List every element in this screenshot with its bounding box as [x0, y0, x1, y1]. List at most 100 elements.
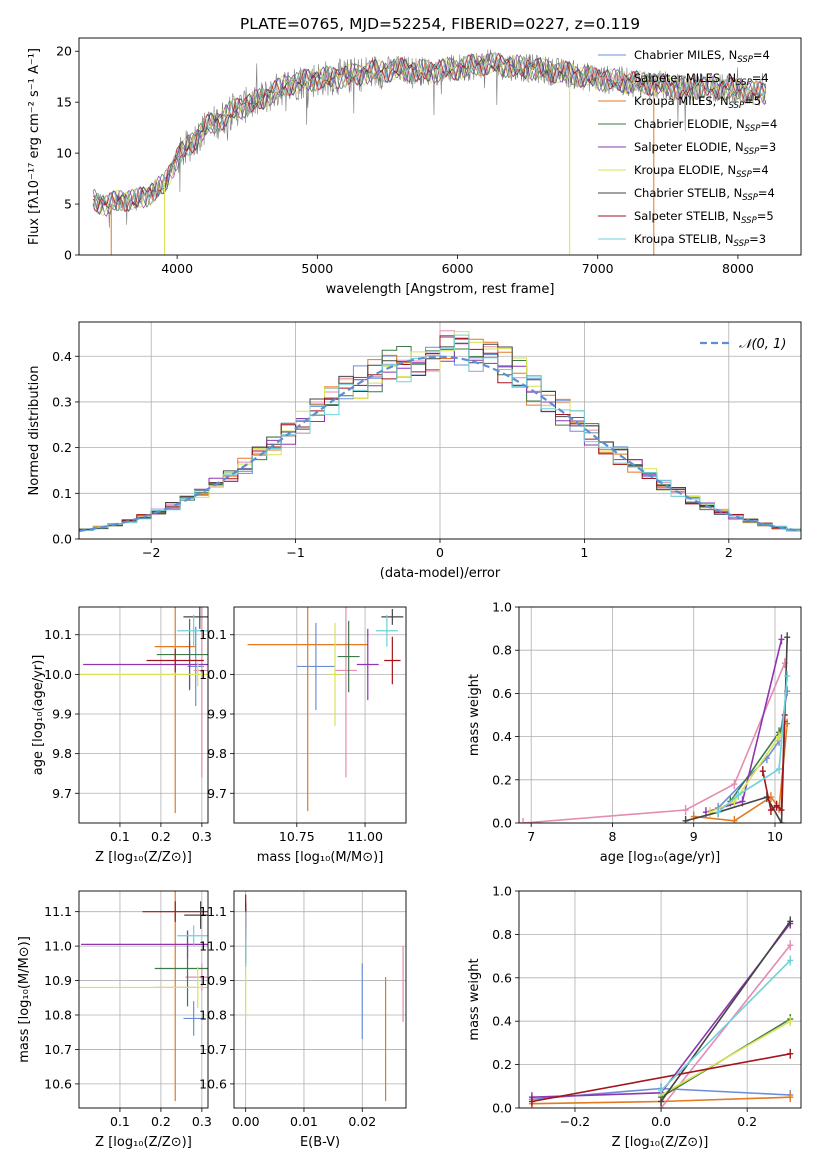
legend-label: Chabrier MILES, N	[634, 48, 737, 62]
x-tick-label: 0.2	[737, 1114, 757, 1129]
plot-area	[247, 607, 404, 812]
legend-value: =3	[759, 140, 776, 154]
y-axis-label: age [log₁₀(age/yr)]	[31, 655, 46, 776]
legend-label: Chabrier ELODIE, N	[634, 117, 745, 131]
legend-subscript: SSP	[741, 216, 757, 226]
legend-label: Chabrier STELIB, N	[634, 186, 742, 200]
y-tick-label: 0.6	[492, 970, 512, 985]
series-line	[705, 639, 783, 813]
series-line	[717, 676, 788, 813]
gaussian-curve	[79, 355, 801, 533]
y-axis-label: mass [log₁₀(M/M⊙)]	[17, 936, 32, 1063]
plot-area	[520, 632, 791, 823]
x-axis-label: Z [log₁₀(Z/Z⊙)]	[95, 1135, 192, 1150]
y-tick-label: 11.0	[44, 939, 72, 954]
y-tick-label: 0.1	[52, 486, 72, 501]
legend-subscript: SSP	[736, 170, 752, 180]
legend-value: =4	[752, 163, 769, 177]
series-line	[523, 662, 786, 823]
y-tick-label: 9.8	[52, 746, 72, 761]
panel-mass-vs-z: 0.1 0.2 0.3 10.6 10.7 10.8 10.9 11.0 11.1 Z [log₁…	[17, 890, 212, 1150]
legend-label: Kroupa MILES, N	[634, 94, 729, 108]
y-tick-label: 10.6	[44, 1076, 72, 1091]
y-tick-label: 0.2	[492, 1057, 512, 1072]
legend-entry: Salpeter ELODIE, NSSP=3	[634, 140, 776, 157]
legend-subscript: SSP	[745, 124, 761, 134]
series-line	[660, 920, 791, 1102]
x-axis-label: E(B-V)	[300, 1135, 340, 1150]
legend-entry: 𝒩(0, 1)	[739, 337, 786, 352]
y-tick-label: 10.7	[44, 1042, 72, 1057]
spectrum-model-line	[92, 53, 767, 217]
y-tick-label: 9.7	[52, 786, 72, 801]
x-tick-label: 0.2	[151, 829, 171, 844]
axes-frame	[78, 890, 209, 1109]
spectrum-model-line	[92, 53, 767, 213]
legend-value: =4	[758, 186, 775, 200]
y-tick-label: 0.4	[492, 1014, 512, 1029]
panel-age-vs-z: 0.1 0.2 0.3 9.7 9.8 9.9 10.0 10.1 Z [log₁₀(Z/Z⊙)…	[31, 606, 212, 865]
plot-area	[245, 894, 404, 1102]
axes-frame	[518, 606, 802, 824]
legend-value: =5	[744, 94, 761, 108]
legend-value: =4	[760, 117, 777, 131]
x-tick-label: 8	[608, 829, 616, 844]
y-tick-label: 10.0	[199, 667, 227, 682]
y-tick-label: 10.7	[199, 1042, 227, 1057]
legend-entry: Chabrier MILES, NSSP=4	[634, 48, 770, 65]
y-tick-label: 0.2	[52, 440, 72, 455]
plot-area	[79, 330, 801, 539]
legend-label: Salpeter ELODIE, N	[634, 140, 744, 154]
y-tick-label: 11.0	[199, 939, 227, 954]
figure-title: PLATE=0765, MJD=52254, FIBERID=0227, z=0…	[240, 15, 640, 33]
axes-frame	[78, 37, 802, 256]
y-tick-label: 10.8	[44, 1008, 72, 1023]
x-tick-label: 10.75	[279, 829, 315, 844]
legend-value: =3	[749, 232, 766, 246]
plot-area	[79, 607, 208, 814]
legend-subscript: SSP	[729, 101, 745, 111]
plot-area	[79, 891, 208, 1102]
axes-frame	[518, 890, 802, 1109]
y-tick-label: 0.2	[492, 772, 512, 787]
y-tick-label: 9.9	[207, 707, 227, 722]
y-tick-label: 0.8	[492, 927, 512, 942]
legend-label: Kroupa ELODIE, N	[634, 163, 736, 177]
y-axis-label: mass weight	[467, 958, 482, 1040]
legend-subscript: SSP	[742, 193, 758, 203]
y-tick-label: 15	[56, 95, 72, 110]
legend-value: =4	[752, 71, 769, 85]
y-tick-label: 0.6	[492, 686, 512, 701]
x-tick-label: 0	[436, 545, 444, 560]
x-tick-label: 0.3	[192, 829, 212, 844]
y-axis-label: Normed distribution	[27, 366, 42, 496]
y-tick-label: 10.0	[44, 667, 72, 682]
axes-frame	[233, 606, 407, 824]
x-tick-label: 0.02	[348, 1114, 376, 1129]
legend-entry: Chabrier ELODIE, NSSP=4	[634, 117, 777, 134]
axes-frame	[78, 321, 802, 540]
legend-subscript: SSP	[737, 55, 753, 65]
y-tick-label: 1.0	[492, 884, 512, 899]
legend-value: =4	[753, 48, 770, 62]
x-tick-label: 2	[725, 545, 733, 560]
y-tick-label: 0.0	[492, 816, 512, 831]
series-line	[660, 944, 791, 1108]
series-line	[531, 1053, 791, 1103]
y-tick-label: 1.0	[492, 600, 512, 615]
y-tick-label: 9.9	[52, 707, 72, 722]
x-tick-label: 9	[690, 829, 698, 844]
spectrum-model-line	[92, 51, 767, 212]
legend-subscript: SSP	[744, 147, 760, 157]
x-tick-label: 7000	[582, 261, 614, 276]
x-tick-label: 4000	[161, 261, 193, 276]
y-axis-label: mass weight	[467, 674, 482, 756]
y-tick-label: 10.9	[44, 973, 72, 988]
x-tick-label: 0.2	[151, 1114, 171, 1129]
panel-mass-weight-vs-z: −0.2 0.0 0.2 0.0 0.2 0.4 0.6 0.8 1.0 Z [log₁₀(Z/Z…	[467, 884, 802, 1150]
series-line	[729, 721, 786, 802]
x-tick-label: 10	[767, 829, 783, 844]
legend-value: =5	[757, 209, 774, 223]
y-tick-label: 10	[56, 146, 72, 161]
